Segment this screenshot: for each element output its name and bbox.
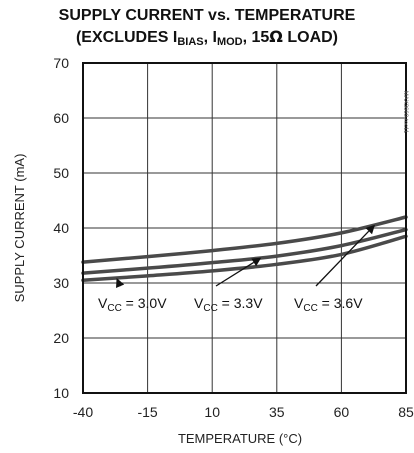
chart-title-block: SUPPLY CURRENT vs. TEMPERATURE (EXCLUDES… <box>59 7 356 48</box>
x-tick-label: 85 <box>398 404 414 420</box>
chart-title-line1: SUPPLY CURRENT vs. TEMPERATURE <box>59 7 356 24</box>
annotation-arrowhead <box>365 224 375 235</box>
y-tick-labels: 10 20 30 40 50 60 70 <box>53 55 69 401</box>
series-line <box>81 227 408 275</box>
annotation-leader <box>215 261 255 287</box>
annotation-group: VCC = 3.0V VCC = 3.3V VCC = 3.6V <box>98 224 375 314</box>
y-tick-label: 60 <box>53 110 69 126</box>
x-tick-label: 60 <box>334 404 350 420</box>
annotation-label: VCC = 3.0V <box>98 295 167 314</box>
y-tick-label: 10 <box>53 385 69 401</box>
plot-grid <box>83 63 406 393</box>
x-tick-label: -15 <box>137 404 157 420</box>
annotation-arrowhead <box>116 278 125 288</box>
x-tick-labels: -40 -15 10 35 60 85 <box>73 404 414 420</box>
y-tick-label: 70 <box>53 55 69 71</box>
series-line <box>81 215 408 264</box>
figure-id-note: MAX3669-toc11 <box>402 91 408 134</box>
annotation-label: VCC = 3.6V <box>294 295 363 314</box>
y-tick-label: 20 <box>53 330 69 346</box>
y-tick-label: 40 <box>53 220 69 236</box>
y-tick-label: 50 <box>53 165 69 181</box>
y-tick-label: 30 <box>53 275 69 291</box>
chart-title-line2: (EXCLUDES IBIAS, IMOD, 15Ω LOAD) <box>76 27 338 48</box>
x-axis-label: TEMPERATURE (°C) <box>178 431 302 446</box>
annotation-arrowhead <box>251 257 262 267</box>
annotation-leader <box>315 230 370 287</box>
x-tick-label: -40 <box>73 404 93 420</box>
y-axis-label: SUPPLY CURRENT (mA) <box>12 154 27 303</box>
x-tick-label: 10 <box>204 404 220 420</box>
annotation-label: VCC = 3.3V <box>194 295 263 314</box>
x-tick-label: 35 <box>269 404 285 420</box>
plot-frame <box>82 62 407 394</box>
series-group <box>81 215 408 283</box>
